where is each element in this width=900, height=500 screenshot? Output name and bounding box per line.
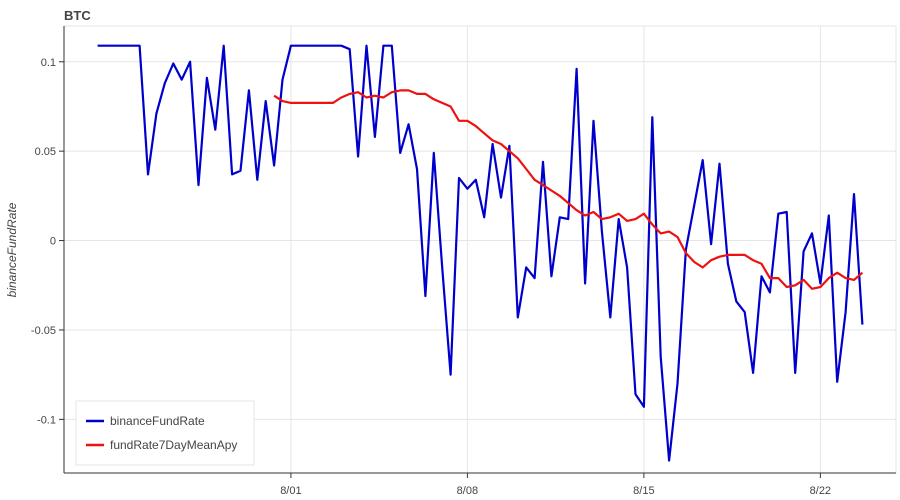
legend-label-binanceFundRate: binanceFundRate xyxy=(110,414,205,428)
y-tick-label: 0.1 xyxy=(41,57,56,69)
y-tick-label: -0.05 xyxy=(31,325,56,337)
y-tick-label: 0.05 xyxy=(35,146,56,158)
legend: binanceFundRate fundRate7DayMeanApy xyxy=(75,400,255,466)
legend-label-fundRate7DayMeanApy: fundRate7DayMeanApy xyxy=(110,438,237,452)
x-tick-label: 8/01 xyxy=(280,485,301,497)
x-tick-label: 8/15 xyxy=(633,485,654,497)
series-layer xyxy=(97,44,864,462)
y-tick-label: -0.1 xyxy=(37,414,56,426)
x-tick-label: 8/22 xyxy=(810,485,831,497)
series-line-fundRate7DayMeanApy xyxy=(273,89,864,290)
plot-frame xyxy=(63,25,897,474)
x-tick-label: 8/08 xyxy=(457,485,478,497)
axes: 0.1 0.05 0 -0.05 -0.1 8/01 8/08 8/15 8/22 xyxy=(31,26,896,497)
plot-area xyxy=(63,25,897,474)
y-axis-title: binanceFundRate xyxy=(5,202,19,297)
legend-box xyxy=(75,400,255,466)
chart-title: BTC xyxy=(64,8,91,23)
series-line-binanceFundRate xyxy=(97,44,864,462)
y-tick-label: 0 xyxy=(50,236,56,248)
